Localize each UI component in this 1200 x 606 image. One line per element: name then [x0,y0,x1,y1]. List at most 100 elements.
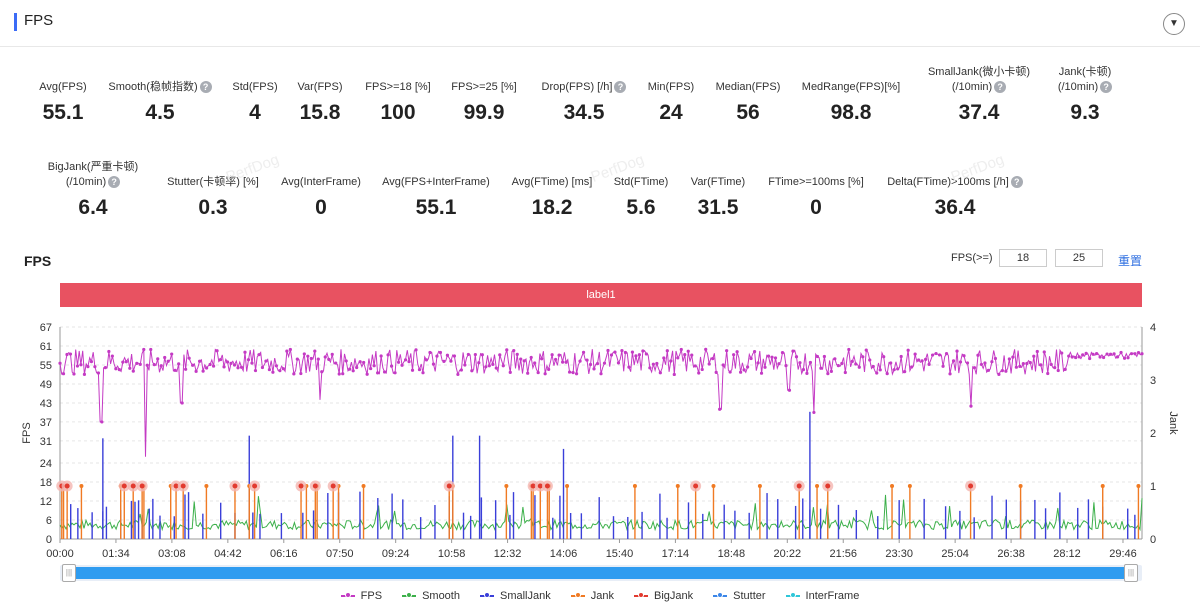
fps-point [166,359,170,363]
fps-point [990,360,994,364]
legend-item-bigjank[interactable]: BigJank [633,590,693,602]
question-mark-icon[interactable]: ? [994,81,1007,94]
fps-point [89,360,94,364]
fps-point [885,372,889,376]
fps-point [152,363,156,367]
fps-point [250,361,254,365]
fps-point [934,351,938,356]
fps-point [170,352,174,356]
x-tick-label: 09:24 [382,548,410,557]
fps-point [292,372,296,376]
fps-point [229,361,233,365]
fps-point [82,372,87,377]
legend-item-fps[interactable]: FPS [340,590,382,602]
fps-point [309,356,313,361]
fps-point [68,352,73,356]
fps-point [281,367,285,371]
fps-point [620,349,624,353]
fps-point [253,368,258,373]
fps-point [571,370,575,375]
fps-point [917,358,921,362]
fps-point [396,360,401,364]
question-mark-icon[interactable]: ? [614,81,627,94]
fps-threshold-input-2[interactable]: 25 [1055,249,1103,267]
x-tick-label: 04:42 [214,548,242,557]
fps-point [184,367,188,371]
grip-icon[interactable]: ||| [1124,564,1138,582]
y-right-tick-label: 0 [1150,534,1156,546]
fps-point [330,352,334,356]
fps-point [138,362,142,366]
fps-point [1112,352,1116,356]
bigjank-point [139,483,145,489]
fps-point [159,364,163,368]
fps-point [1129,352,1134,356]
fps-point [850,359,854,364]
bigjank-point [537,483,543,489]
fps-threshold-input-1[interactable]: 18 [999,249,1047,267]
fps-point [501,364,505,368]
grip-icon[interactable]: ||| [62,564,76,582]
fps-point [644,352,648,356]
jank-point [565,484,570,488]
fps-point [463,363,467,367]
fps-point [808,360,813,365]
fps-point [547,367,551,371]
fps-point [61,372,66,376]
reset-button[interactable]: 重置 [1118,254,1143,268]
legend-item-smooth[interactable]: Smooth [402,590,460,602]
legend-label: InterFrame [805,590,860,602]
legend-item-smalljank[interactable]: SmallJank [479,590,551,602]
fps-point [302,352,306,356]
stat-label: Var(FPS) [297,81,343,93]
fps-point [655,361,659,366]
y-left-tick-label: 6 [46,515,52,527]
fps-point [449,359,453,363]
fps-point [316,357,320,361]
fps-point [739,370,743,374]
stat-value: 9.3 [1070,101,1100,124]
fps-point [630,350,635,354]
fps-point [93,365,97,369]
jank-point [79,484,84,488]
question-mark-icon[interactable]: ? [1010,176,1023,189]
fps-point [930,353,935,357]
question-mark-icon[interactable]: ? [199,81,212,94]
chevron-down-icon[interactable]: ▼ [1163,13,1185,35]
jank-point [504,484,509,488]
fps-point [400,363,404,367]
question-mark-icon[interactable]: ? [1100,81,1113,94]
bigjank-point [173,483,179,489]
fps-point [435,354,439,358]
bigjank-point [968,483,974,489]
zoom-slider-range[interactable] [70,567,1130,579]
fps-point [1063,367,1067,371]
question-mark-icon[interactable]: ? [108,176,121,189]
fps-point [951,359,956,363]
fps-point [1140,352,1144,356]
legend-item-interframe[interactable]: InterFrame [785,590,860,602]
x-tick-label: 00:00 [46,548,74,557]
stat-stats_row1-1: Smooth(稳帧指数)? 4.5 [85,80,235,125]
fps-point [976,353,980,357]
legend-item-jank[interactable]: Jank [570,590,614,602]
stat-value: 55.1 [415,196,457,219]
fps-point [208,362,212,367]
fps-point [1028,361,1032,365]
legend-item-stutter[interactable]: Stutter [713,590,766,602]
fps-point [735,350,739,354]
fps-point [641,349,645,353]
fps-point [742,368,746,372]
fps-point [665,349,669,353]
fps-point [868,358,872,362]
bigjank-point [330,483,336,489]
label-bar[interactable]: label1 [60,283,1142,307]
fps-point [334,361,338,365]
fps-point [121,360,125,364]
bigjank-point [232,483,238,489]
stat-value: 98.8 [830,101,872,124]
fps-point [1042,350,1046,354]
fps-point [424,358,429,362]
stat-stats_row2-5: Std(FTime) 5.6 [566,175,716,220]
